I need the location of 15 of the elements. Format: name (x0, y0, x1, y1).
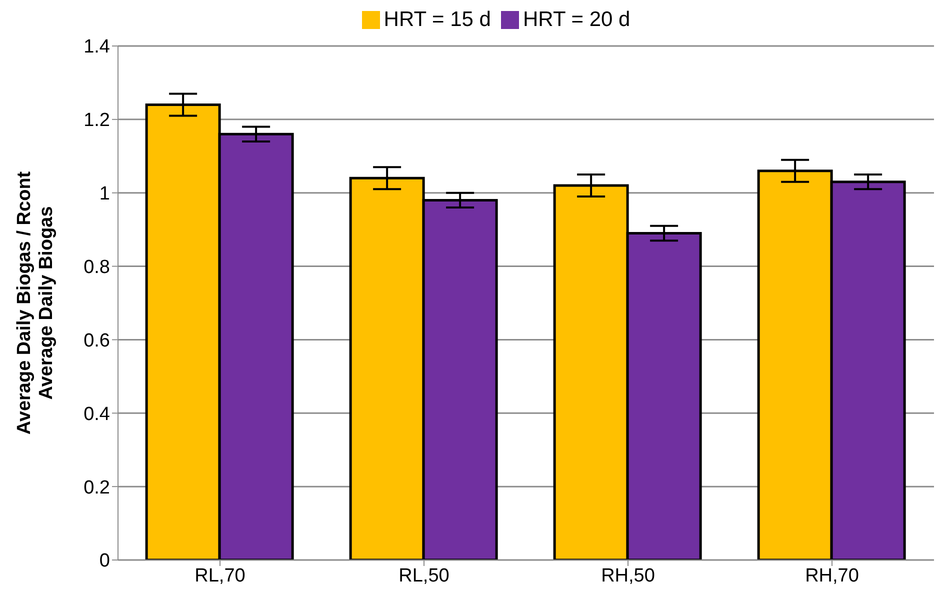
y-tick-label: 0.2 (84, 477, 110, 498)
y-tick-label: 0 (99, 550, 110, 572)
y-tick-label: 1 (99, 184, 110, 205)
y-tick-label: 0.4 (84, 404, 110, 425)
legend-label: HRT = 15 d (384, 8, 491, 31)
y-axis-title: Average Daily Biogas / Rcont Average Daily Biogas (14, 170, 57, 435)
x-tick-label: RH,50 (601, 565, 655, 586)
legend-label: HRT = 20 d (523, 8, 630, 31)
y-tick-label: 1.4 (84, 36, 110, 58)
x-tick-label: RL,70 (194, 565, 246, 586)
y-tick-label: 1.2 (84, 110, 110, 132)
x-tick-label: RL,50 (398, 565, 450, 586)
x-tick-label: RH,70 (805, 565, 859, 586)
y-tick-label: 0.6 (84, 330, 110, 352)
y-tick-label: 0.8 (84, 257, 110, 278)
